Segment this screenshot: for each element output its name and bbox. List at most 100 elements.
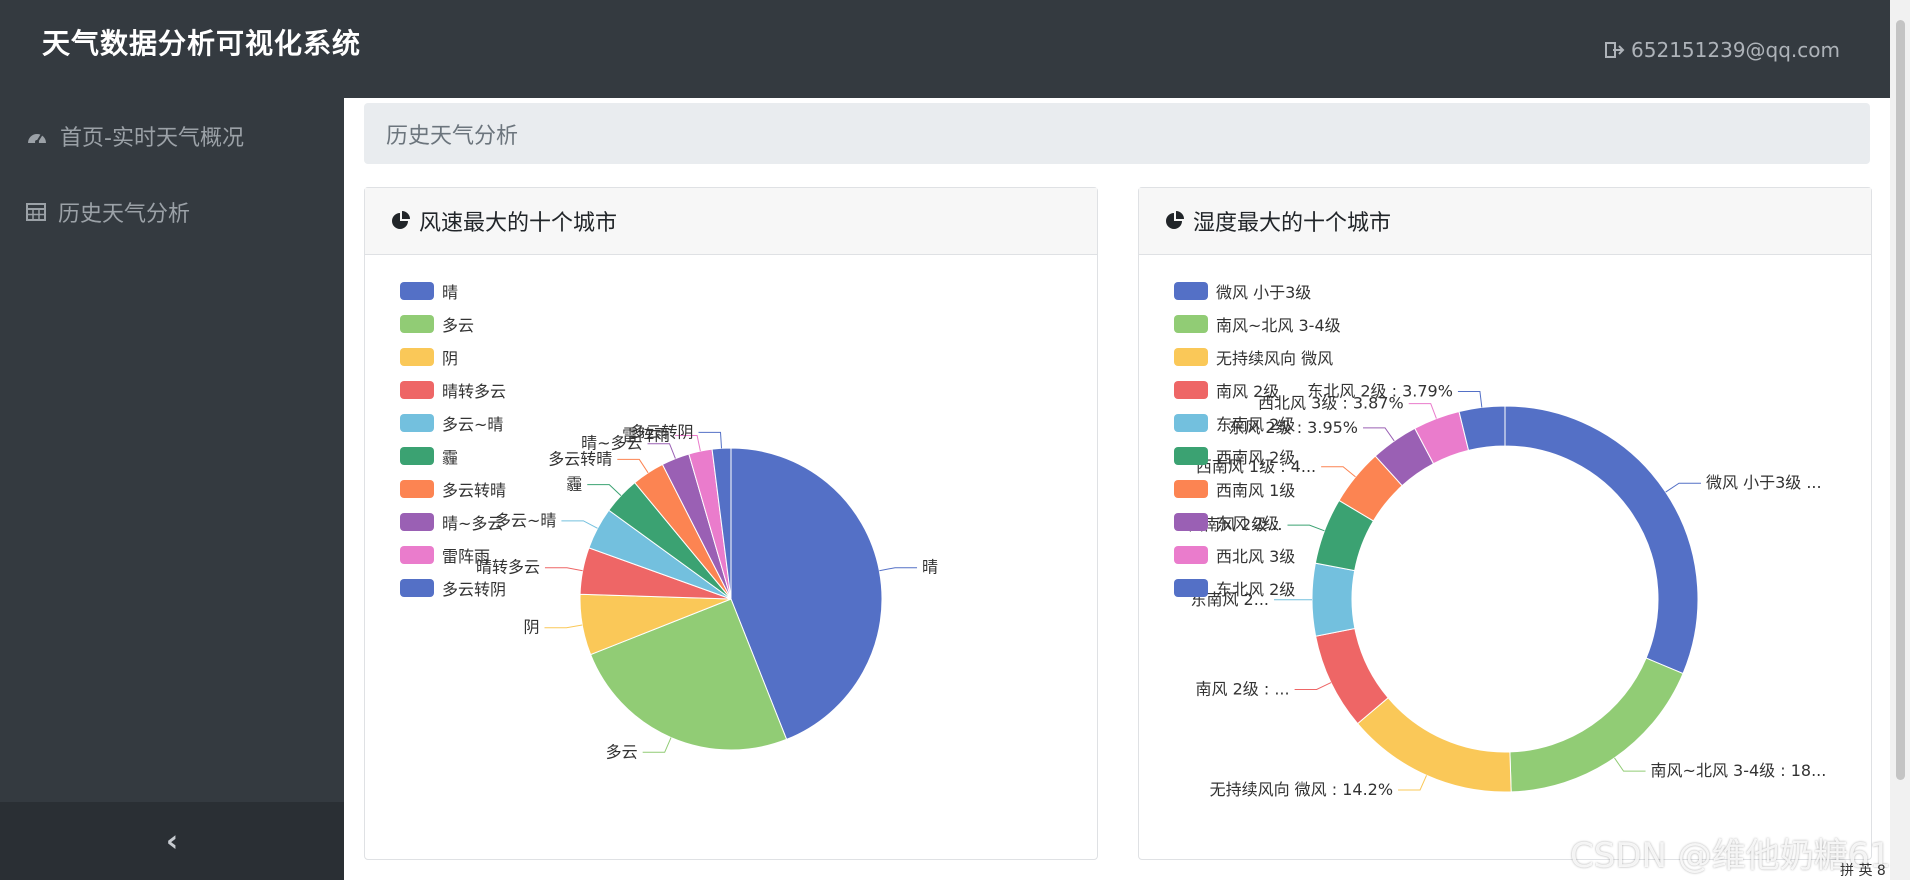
- app-title[interactable]: 天气数据分析可视化系统: [42, 27, 362, 60]
- legend-swatch: [400, 380, 434, 399]
- legend-swatch: [1174, 446, 1208, 465]
- legend-item[interactable]: 无持续风向 微风: [1174, 340, 1341, 373]
- legend-swatch: [1174, 512, 1208, 531]
- user-menu[interactable]: 652151239@qq.com: [1605, 38, 1840, 62]
- sidebar-item-label: 首页-实时天气概况: [60, 126, 244, 151]
- legend-item[interactable]: 霾: [400, 439, 506, 472]
- chart-area: 晴多云阴晴转多云 多云~晴霾多云转晴 晴~多云 雷阵雨 多云转阴 晴多云阴晴转多云 多云~…: [365, 254, 1097, 859]
- label-leader-line: [1408, 403, 1437, 419]
- pie-slice[interactable]: [1504, 405, 1699, 675]
- legend-label: 无持续风向 微风: [1216, 348, 1334, 368]
- legend-swatch: [400, 314, 434, 333]
- slice-label: 多云~晴: [495, 511, 556, 530]
- legend-swatch: [400, 578, 434, 597]
- legend-item[interactable]: 西北风 3级: [1174, 538, 1341, 571]
- slice-label: 无持续风向 微风 : 14.2%: [1210, 780, 1393, 799]
- legend-item[interactable]: 多云: [400, 307, 506, 340]
- chart-legend: 晴多云阴晴转多云多云~晴霾多云转晴晴~多云雷阵雨多云转阴: [400, 274, 506, 604]
- pie-slice[interactable]: [730, 447, 883, 741]
- watermark: CSDN @维他奶糖61: [1570, 836, 1892, 876]
- legend-item[interactable]: 西南风 1级: [1174, 472, 1341, 505]
- chevron-left-icon: ‹: [165, 823, 179, 859]
- label-leader-line: [1665, 482, 1701, 493]
- legend-label: 东南风 2级: [1216, 414, 1296, 434]
- legend-swatch: [400, 545, 434, 564]
- sign-out-icon: [1605, 42, 1625, 58]
- legend-swatch: [1174, 413, 1208, 432]
- card-header: 湿度最大的十个城市: [1139, 188, 1871, 255]
- scrollbar-thumb[interactable]: [1896, 20, 1905, 780]
- legend-label: 微风 小于3级: [1216, 282, 1312, 302]
- slice-label: 南风~北风 3-4级 : 18...: [1651, 761, 1827, 780]
- label-leader-line: [561, 520, 598, 529]
- slice-label: 雷阵雨: [622, 425, 670, 444]
- slice-label: 多云转阴: [629, 422, 693, 441]
- legend-swatch: [400, 479, 434, 498]
- label-leader-line: [642, 737, 672, 753]
- pie-chart-icon: [392, 211, 410, 229]
- legend-swatch: [400, 281, 434, 300]
- slice-label: 西北风 3级 : 3.87%: [1258, 394, 1404, 413]
- legend-item[interactable]: 东风 2级: [1174, 505, 1341, 538]
- pie-slice[interactable]: [711, 447, 732, 600]
- sidebar-item-label: 历史天气分析: [58, 202, 191, 227]
- label-leader-line: [879, 567, 918, 572]
- legend-item[interactable]: 晴~多云: [400, 505, 506, 538]
- sidebar-collapse-button[interactable]: ‹: [0, 802, 344, 880]
- top-navbar: 天气数据分析可视化系统 652151239@qq.com: [0, 0, 1890, 98]
- legend-label: 霾: [442, 447, 459, 467]
- legend-item[interactable]: 阴: [400, 340, 506, 373]
- legend-item[interactable]: 微风 小于3级: [1174, 274, 1341, 307]
- legend-item[interactable]: 晴转多云: [400, 373, 506, 406]
- legend-label: 多云转阴: [442, 579, 507, 599]
- legend-label: 西北风 3级: [1216, 546, 1296, 566]
- breadcrumb-item: 历史天气分析: [386, 123, 519, 149]
- legend-item[interactable]: 东南风 2级: [1174, 406, 1341, 439]
- card-title: 风速最大的十个城市: [419, 211, 618, 236]
- pie-slice[interactable]: [589, 598, 788, 751]
- slice-label: 晴~多云: [581, 434, 642, 453]
- legend-item[interactable]: 西南风 2级: [1174, 439, 1341, 472]
- legend-label: 多云: [442, 315, 475, 335]
- legend-item[interactable]: 晴: [400, 274, 506, 307]
- slice-label: 晴转多云: [476, 558, 540, 577]
- chart-card-humidity: 湿度最大的十个城市 微风 小于3级南风~北风 3-4级无持续风向 微风 南风 2级…: [1138, 187, 1872, 860]
- sidebar-item-home[interactable]: 首页-实时天气概况: [0, 98, 344, 174]
- legend-item[interactable]: 多云转晴: [400, 472, 506, 505]
- legend-item[interactable]: 南风 2级: [1174, 373, 1341, 406]
- legend-swatch: [400, 446, 434, 465]
- legend-label: 雷阵雨: [442, 546, 491, 566]
- donut-chart: 微风 小于3级 ... 南风~北风 3-4级 : 18... 无持续风向 微风 : …: [1188, 382, 1827, 799]
- legend-item[interactable]: 南风~北风 3-4级: [1174, 307, 1341, 340]
- legend-swatch: [400, 512, 434, 531]
- label-leader-line: [1363, 427, 1395, 442]
- legend-label: 晴~多云: [442, 513, 504, 533]
- sidebar: 首页-实时天气概况 历史天气分析 ‹: [0, 98, 344, 880]
- legend-label: 南风 2级: [1216, 381, 1280, 401]
- slice-label: 东北风 2级 : 3.79%: [1307, 382, 1453, 401]
- label-leader-line: [544, 567, 583, 572]
- pie-slice[interactable]: [1458, 405, 1506, 452]
- legend-item[interactable]: 多云转阴: [400, 571, 506, 604]
- label-leader-line: [1321, 466, 1356, 478]
- legend-item[interactable]: 多云~晴: [400, 406, 506, 439]
- legend-item[interactable]: 雷阵雨: [400, 538, 506, 571]
- legend-swatch: [1174, 479, 1208, 498]
- legend-label: 东风 2级: [1216, 513, 1280, 533]
- label-leader-line: [544, 624, 583, 629]
- sidebar-item-history[interactable]: 历史天气分析: [0, 174, 344, 250]
- pie-slice[interactable]: [1356, 697, 1512, 793]
- ime-indicator[interactable]: 拼 英 8: [1840, 863, 1886, 879]
- legend-item[interactable]: 东北风 2级: [1174, 571, 1341, 604]
- pie-chart-icon: [1166, 211, 1184, 229]
- slice-label: 西南风 2级...: [1188, 515, 1283, 534]
- chart-legend: 微风 小于3级南风~北风 3-4级无持续风向 微风 南风 2级东南风 2级西南风 …: [1174, 274, 1341, 604]
- legend-swatch: [400, 413, 434, 432]
- legend-label: 晴转多云: [442, 381, 507, 401]
- slice-label: 晴: [922, 558, 938, 577]
- legend-swatch: [1174, 545, 1208, 564]
- legend-label: 晴: [442, 282, 459, 302]
- label-leader-line: [698, 431, 723, 449]
- legend-swatch: [1174, 281, 1208, 300]
